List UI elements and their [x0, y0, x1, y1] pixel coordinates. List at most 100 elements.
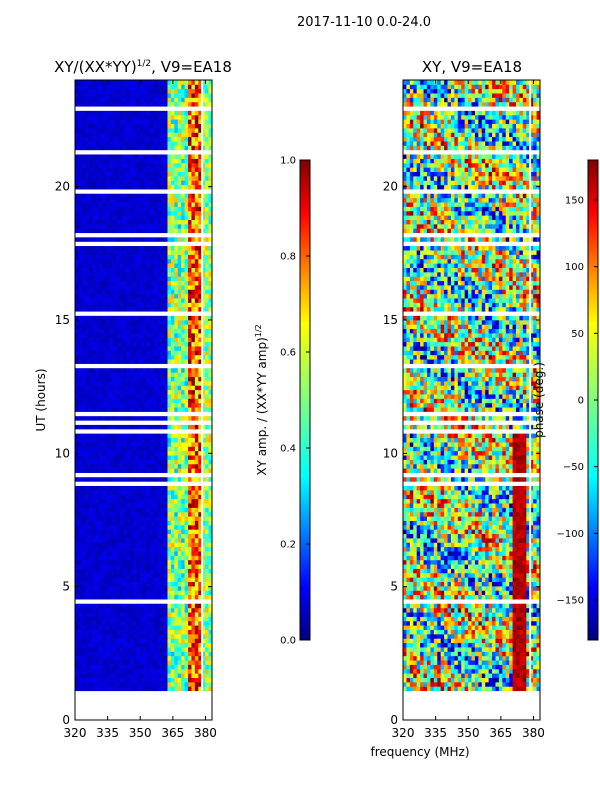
heatmap-cell [75, 642, 79, 648]
heatmap-cell [174, 380, 179, 386]
heatmap-cell [109, 590, 114, 596]
heatmap-cell [205, 359, 209, 364]
heatmap-cell [140, 237, 144, 242]
heatmap-cell [170, 503, 175, 508]
heatmap-cell [167, 503, 172, 508]
heatmap-cell [184, 559, 189, 565]
heatmap-cell [129, 559, 134, 565]
heatmap-cell [105, 376, 110, 382]
heatmap-cell [194, 533, 199, 539]
heatmap-cell [167, 468, 172, 473]
heatmap-cell [98, 625, 103, 630]
heatmap-cell [150, 175, 155, 181]
heatmap-cell [92, 346, 96, 351]
heatmap-cell [109, 437, 114, 443]
heatmap-cell [201, 415, 206, 421]
heatmap-cell [102, 647, 107, 652]
heatmap-cell [112, 446, 117, 452]
heatmap-cell [205, 664, 209, 670]
heatmap-cell [78, 546, 83, 552]
heatmap-cell [119, 346, 124, 351]
heatmap-cell [81, 341, 86, 347]
heatmap-cell [102, 616, 107, 622]
heatmap-cell [92, 660, 96, 665]
heatmap-cell [88, 616, 93, 622]
heatmap-cell [129, 346, 134, 351]
heatmap-cell [126, 337, 131, 343]
heatmap-cell [129, 250, 134, 255]
heatmap-cell [75, 324, 79, 330]
heatmap-cell [102, 538, 107, 543]
heatmap-cell [122, 127, 127, 133]
heatmap-cell [140, 341, 144, 347]
heatmap-cell [188, 629, 192, 635]
heatmap-cell [198, 468, 203, 473]
heatmap-cell [92, 603, 96, 609]
heatmap-cell [164, 677, 168, 683]
heatmap-cell [181, 285, 185, 290]
heatmap-cell [98, 559, 103, 565]
heatmap-cell [126, 577, 131, 583]
heatmap-cell [88, 332, 93, 338]
heatmap-cell [102, 145, 107, 151]
heatmap-cell [181, 219, 185, 225]
heatmap-cell [160, 293, 165, 299]
heatmap-row [75, 620, 213, 626]
heatmap-cell [146, 585, 151, 591]
heatmap-cell [205, 372, 209, 378]
heatmap-cell [126, 511, 131, 517]
heatmap-cell [160, 237, 165, 242]
heatmap-row [75, 520, 213, 526]
heatmap-cell [174, 498, 179, 504]
heatmap-cell [119, 250, 124, 255]
heatmap-cell [126, 332, 131, 338]
heatmap-cell [164, 660, 168, 665]
heatmap-cell [129, 162, 134, 168]
heatmap-cell [75, 245, 79, 251]
heatmap-cell [88, 686, 93, 692]
heatmap-cell [88, 612, 93, 617]
heatmap-cell [170, 533, 175, 539]
heatmap-cell [122, 673, 127, 678]
heatmap-cell [133, 219, 138, 225]
heatmap-cell [150, 616, 155, 622]
heatmap-cell [153, 210, 158, 216]
heatmap-cell [98, 175, 103, 181]
heatmap-cell [112, 590, 117, 596]
heatmap-cell [205, 585, 209, 591]
heatmap-cell [129, 633, 134, 639]
heatmap-cell [150, 271, 155, 277]
heatmap-cell [122, 633, 127, 639]
heatmap-cell [174, 267, 179, 273]
heatmap-cell [136, 551, 141, 556]
heatmap-cell [181, 324, 185, 330]
heatmap-cell [98, 267, 103, 273]
heatmap-cell [191, 271, 196, 277]
heatmap-cell [92, 154, 96, 159]
heatmap-cell [157, 468, 162, 473]
heatmap-cell [205, 254, 209, 260]
heatmap-cell [194, 285, 199, 290]
heatmap-cell [198, 677, 203, 683]
heatmap-row [75, 350, 213, 356]
heatmap-cell [181, 206, 185, 212]
heatmap-cell [92, 433, 96, 439]
heatmap-cell [170, 267, 175, 273]
heatmap-cell [198, 463, 203, 469]
heatmap-cell [140, 197, 144, 203]
heatmap-cell [95, 546, 100, 552]
heatmap-cell [160, 572, 165, 578]
heatmap-cell [116, 210, 120, 216]
heatmap-cell [157, 620, 162, 626]
heatmap-cell [198, 664, 203, 670]
heatmap-cell [92, 686, 96, 692]
heatmap-cell [170, 559, 175, 565]
heatmap-cell [177, 328, 182, 334]
heatmap-cell [133, 280, 138, 286]
heatmap-cell [116, 380, 120, 386]
heatmap-cell [153, 402, 158, 408]
heatmap-cell [109, 407, 114, 412]
heatmap-cell [146, 184, 151, 190]
heatmap-cell [160, 581, 165, 587]
heatmap-cell [150, 612, 155, 617]
